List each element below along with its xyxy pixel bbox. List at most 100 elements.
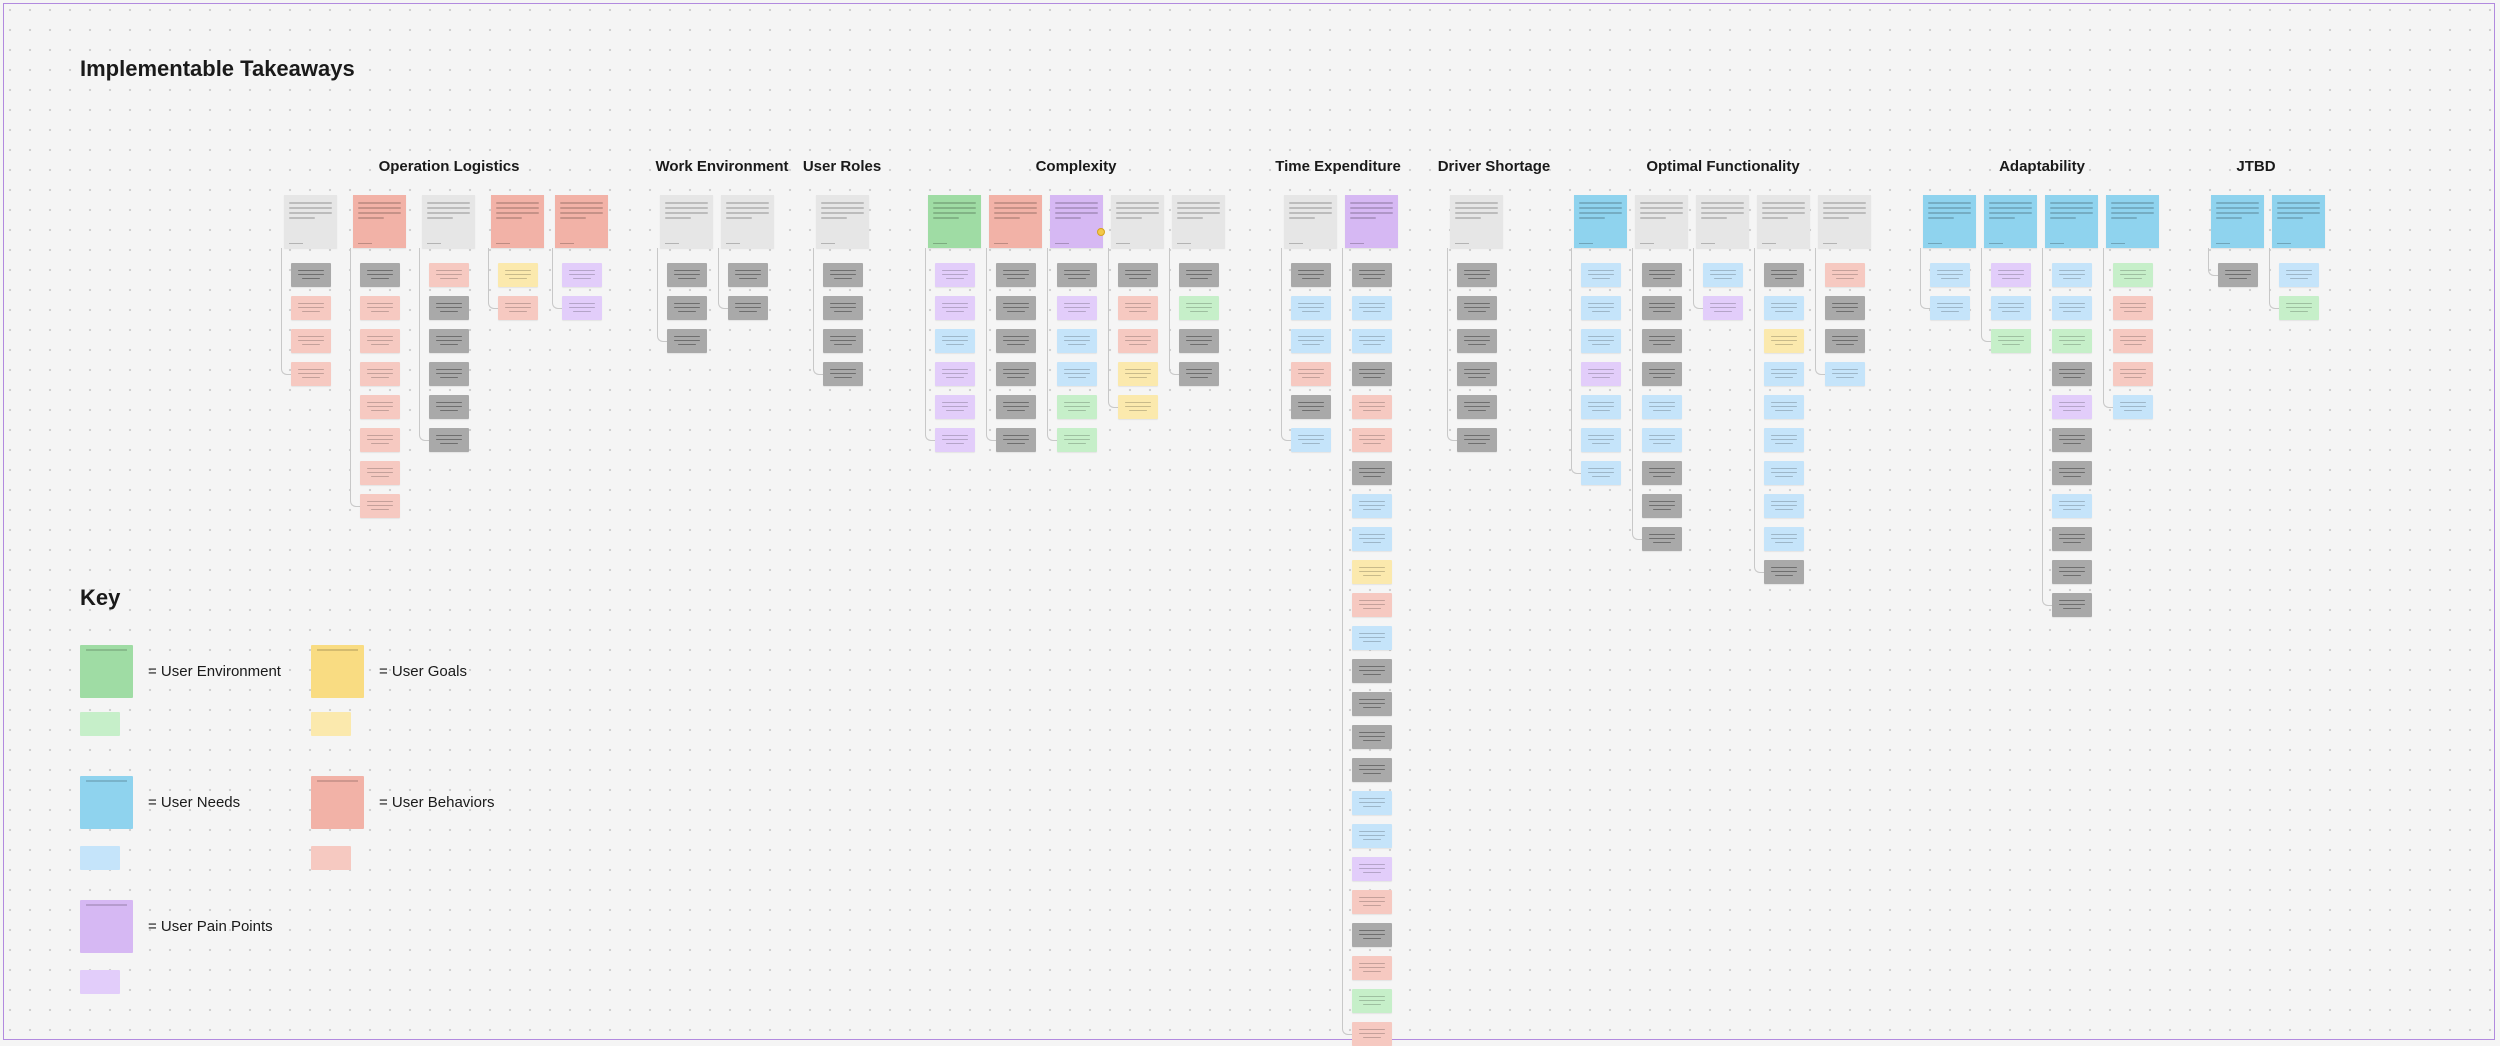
insight-card[interactable] <box>1352 296 1392 320</box>
sticky-note[interactable] <box>1818 195 1871 248</box>
insight-card[interactable] <box>2052 560 2092 584</box>
insight-card[interactable] <box>1352 527 1392 551</box>
sticky-note[interactable] <box>1172 195 1225 248</box>
insight-card[interactable] <box>1352 428 1392 452</box>
insight-card[interactable] <box>1352 263 1392 287</box>
insight-card[interactable] <box>1703 263 1743 287</box>
sticky-note[interactable] <box>816 195 869 248</box>
insight-card[interactable] <box>1764 560 1804 584</box>
insight-card[interactable] <box>1457 362 1497 386</box>
sticky-note[interactable] <box>1345 195 1398 248</box>
insight-card[interactable] <box>1352 890 1392 914</box>
insight-card[interactable] <box>2052 296 2092 320</box>
insight-card[interactable] <box>429 428 469 452</box>
insight-card[interactable] <box>1457 395 1497 419</box>
insight-card[interactable] <box>1642 428 1682 452</box>
insight-card[interactable] <box>498 296 538 320</box>
insight-card[interactable] <box>728 296 768 320</box>
insight-card[interactable] <box>935 395 975 419</box>
insight-card[interactable] <box>1642 395 1682 419</box>
insight-card[interactable] <box>1991 263 2031 287</box>
insight-card[interactable] <box>823 329 863 353</box>
insight-card[interactable] <box>996 329 1036 353</box>
insight-card[interactable] <box>1581 296 1621 320</box>
insight-card[interactable] <box>1764 263 1804 287</box>
insight-card[interactable] <box>1764 527 1804 551</box>
insight-card[interactable] <box>2113 395 2153 419</box>
insight-card[interactable] <box>1642 494 1682 518</box>
insight-card[interactable] <box>1291 296 1331 320</box>
insight-card[interactable] <box>1825 296 1865 320</box>
insight-card[interactable] <box>1118 362 1158 386</box>
insight-card[interactable] <box>1825 329 1865 353</box>
insight-card[interactable] <box>1057 395 1097 419</box>
insight-card[interactable] <box>1352 494 1392 518</box>
insight-card[interactable] <box>291 362 331 386</box>
insight-card[interactable] <box>1291 362 1331 386</box>
sticky-note[interactable] <box>1050 195 1103 248</box>
insight-card[interactable] <box>291 263 331 287</box>
insight-card[interactable] <box>1991 296 2031 320</box>
sticky-note[interactable] <box>1450 195 1503 248</box>
insight-card[interactable] <box>2052 263 2092 287</box>
insight-card[interactable] <box>728 263 768 287</box>
insight-card[interactable] <box>562 296 602 320</box>
insight-card[interactable] <box>1930 296 1970 320</box>
sticky-note[interactable] <box>1757 195 1810 248</box>
insight-card[interactable] <box>1930 263 1970 287</box>
insight-card[interactable] <box>996 395 1036 419</box>
insight-card[interactable] <box>1291 428 1331 452</box>
insight-card[interactable] <box>562 263 602 287</box>
insight-card[interactable] <box>1457 296 1497 320</box>
insight-card[interactable] <box>429 296 469 320</box>
insight-card[interactable] <box>2113 263 2153 287</box>
insight-card[interactable] <box>1642 362 1682 386</box>
insight-card[interactable] <box>2113 362 2153 386</box>
insight-card[interactable] <box>1581 428 1621 452</box>
insight-card[interactable] <box>935 296 975 320</box>
insight-card[interactable] <box>1179 329 1219 353</box>
sticky-note[interactable] <box>284 195 337 248</box>
insight-card[interactable] <box>429 329 469 353</box>
insight-card[interactable] <box>1703 296 1743 320</box>
insight-card[interactable] <box>667 263 707 287</box>
insight-card[interactable] <box>360 362 400 386</box>
insight-card[interactable] <box>1291 329 1331 353</box>
insight-card[interactable] <box>1642 296 1682 320</box>
insight-card[interactable] <box>1179 362 1219 386</box>
insight-card[interactable] <box>1291 395 1331 419</box>
insight-card[interactable] <box>667 329 707 353</box>
sticky-note[interactable] <box>2272 195 2325 248</box>
insight-card[interactable] <box>1457 263 1497 287</box>
insight-card[interactable] <box>1352 362 1392 386</box>
insight-card[interactable] <box>1179 296 1219 320</box>
insight-card[interactable] <box>1642 329 1682 353</box>
insight-card[interactable] <box>1352 329 1392 353</box>
insight-card[interactable] <box>1581 263 1621 287</box>
insight-card[interactable] <box>823 362 863 386</box>
insight-card[interactable] <box>2052 428 2092 452</box>
insight-card[interactable] <box>996 296 1036 320</box>
insight-card[interactable] <box>935 263 975 287</box>
insight-card[interactable] <box>1764 362 1804 386</box>
insight-card[interactable] <box>667 296 707 320</box>
insight-card[interactable] <box>1118 395 1158 419</box>
sticky-note[interactable] <box>928 195 981 248</box>
insight-card[interactable] <box>1057 428 1097 452</box>
insight-card[interactable] <box>1118 296 1158 320</box>
insight-card[interactable] <box>1291 263 1331 287</box>
insight-card[interactable] <box>1457 428 1497 452</box>
insight-card[interactable] <box>1057 362 1097 386</box>
insight-card[interactable] <box>935 428 975 452</box>
sticky-note[interactable] <box>2211 195 2264 248</box>
sticky-note[interactable] <box>2045 195 2098 248</box>
insight-card[interactable] <box>1352 692 1392 716</box>
insight-card[interactable] <box>1642 263 1682 287</box>
insight-card[interactable] <box>1581 362 1621 386</box>
insight-card[interactable] <box>2052 362 2092 386</box>
insight-card[interactable] <box>1352 461 1392 485</box>
insight-card[interactable] <box>429 395 469 419</box>
insight-card[interactable] <box>1642 461 1682 485</box>
insight-card[interactable] <box>1352 560 1392 584</box>
insight-card[interactable] <box>429 263 469 287</box>
